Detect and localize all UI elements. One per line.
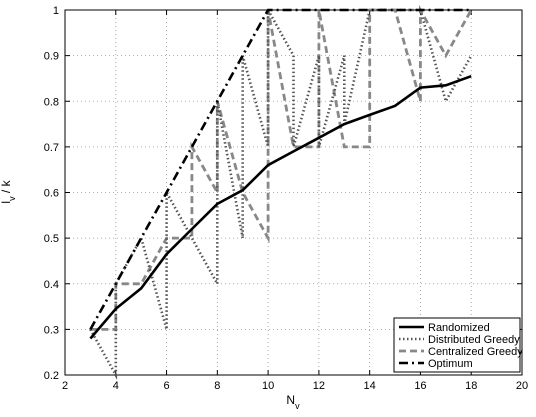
y-tick-label: 0.5 [44, 233, 59, 245]
x-tick-label: 6 [163, 380, 169, 392]
x-tick-label: 12 [313, 380, 325, 392]
x-tick-label: 16 [414, 380, 426, 392]
series-layer [89, 4, 473, 381]
y-tick-label: 0.9 [44, 51, 59, 63]
y-tick-label: 0.4 [44, 279, 59, 291]
y-tick-label: 0.7 [44, 142, 59, 154]
y-tick-label: 0.8 [44, 96, 59, 108]
x-tick-label: 20 [516, 380, 528, 392]
series-line-solid [89, 74, 472, 340]
legend-label: Centralized Greedy [428, 346, 523, 358]
y-tick-label: 0.2 [44, 370, 59, 382]
y-axis-ticks: 0.2 0.3 0.4 0.5 0.6 0.7 0.8 0.9 1 [44, 5, 522, 382]
x-axis-label: Nv [286, 393, 300, 411]
x-tick-label: 8 [214, 380, 220, 392]
legend-label: Optimum [428, 358, 473, 370]
x-tick-label: 18 [465, 380, 477, 392]
y-tick-label: 0.6 [44, 188, 59, 200]
y-axis-label: lv / k [0, 179, 17, 203]
x-tick-label: 2 [62, 380, 68, 392]
x-tick-label: 10 [262, 380, 274, 392]
legend-label: Randomized [428, 322, 490, 334]
y-tick-label: 0.3 [44, 324, 59, 336]
x-tick-label: 4 [113, 380, 119, 392]
y-tick-label: 1 [53, 5, 59, 17]
legend-label: Distributed Greedy [428, 334, 520, 346]
x-tick-label: 14 [364, 380, 376, 392]
